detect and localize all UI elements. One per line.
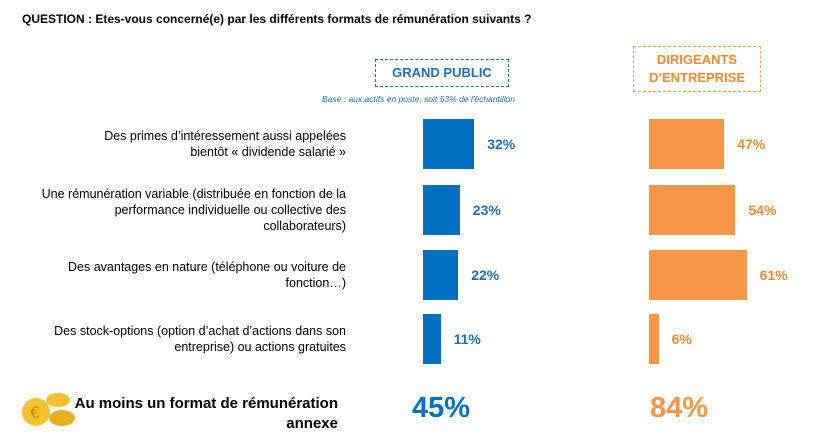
data-label: 32%: [487, 136, 516, 152]
data-label: 11%: [453, 331, 481, 347]
header-dirigeants: DIRIGEANTS D’ENTREPRISE: [633, 46, 761, 92]
category-label: Des primes d’intéressement aussi appelée…: [104, 129, 346, 159]
category-label: Une rémunération variable (distribuée en…: [41, 187, 346, 233]
question-title: QUESTION : Etes-vous concerné(e) par les…: [22, 12, 532, 26]
base-note: Base : aux actifs en poste, soit 53% de …: [322, 94, 515, 104]
category-label: Des avantages en nature (téléphone ou vo…: [68, 260, 346, 290]
data-label: 61%: [759, 267, 788, 283]
bar-dirigeants: [649, 314, 659, 364]
data-label: 22%: [471, 267, 500, 283]
bar-grand-public: [423, 250, 459, 300]
bar-grand-public: [423, 185, 460, 235]
bar-dirigeants: [649, 119, 725, 169]
svg-text:€: €: [30, 403, 40, 422]
summary-label: Au moins un format de rémunération annex…: [74, 395, 338, 432]
bar-grand-public: [423, 119, 475, 169]
category-label: Des stock-options (option d’achat d’acti…: [54, 324, 346, 354]
summary-value-grand-public: 45%: [412, 392, 471, 424]
data-label: 47%: [737, 136, 766, 152]
bar-dirigeants: [649, 250, 747, 300]
bar-grand-public: [423, 314, 441, 364]
data-label: 6%: [671, 331, 692, 347]
data-label: 23%: [472, 202, 501, 218]
data-label: 54%: [748, 202, 777, 218]
summary-value-dirigeants: 84%: [650, 392, 709, 424]
header-grand-public: GRAND PUBLIC: [375, 59, 509, 87]
coins-euro-icon: €: [20, 388, 76, 430]
bar-dirigeants: [649, 185, 736, 235]
